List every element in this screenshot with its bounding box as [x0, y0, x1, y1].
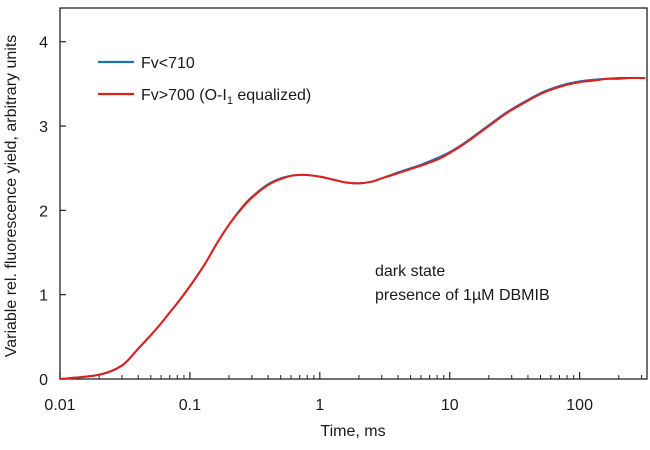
y-axis: 0 1 2 3 4	[39, 35, 66, 389]
y-tick-label: 1	[39, 288, 48, 305]
series-line-2	[59, 76, 646, 380]
x-axis-label: Time, ms	[320, 423, 385, 440]
y-axis-label: Variable rel. fluorescence yield, arbitr…	[3, 35, 20, 358]
x-tick-label: 0.01	[44, 397, 75, 414]
x-tick-label: 0.1	[179, 397, 201, 414]
x-axis: 0.01 0.1 1 10 100	[44, 372, 643, 414]
legend-subscript: 1	[227, 95, 233, 107]
y-tick-label: 4	[39, 35, 48, 52]
legend-label-rest: equalized)	[233, 87, 311, 104]
x-tick-label: 1	[315, 397, 324, 414]
x-tick-label: 100	[566, 397, 593, 414]
y-tick-label: 0	[39, 372, 48, 389]
legend: Fv<710 Fv>700 (O-I1 equalized)	[98, 55, 311, 107]
plot-frame	[59, 7, 648, 380]
series-line-1	[59, 76, 646, 380]
x-tick-label: 10	[441, 397, 459, 414]
series-layer	[59, 76, 646, 380]
annotation-line-1: dark state	[375, 263, 445, 280]
annotation-line-2: presence of 1µM DBMIB	[375, 287, 550, 304]
legend-label-1: Fv<710	[141, 55, 195, 72]
y-tick-label: 2	[39, 203, 48, 220]
y-tick-label: 3	[39, 119, 48, 136]
legend-label-2: Fv>700 (O-I1 equalized)	[141, 87, 311, 107]
